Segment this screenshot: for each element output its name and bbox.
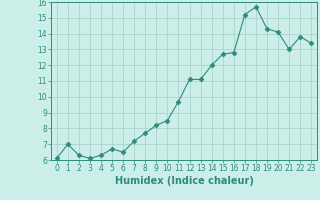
X-axis label: Humidex (Indice chaleur): Humidex (Indice chaleur) — [115, 176, 253, 186]
